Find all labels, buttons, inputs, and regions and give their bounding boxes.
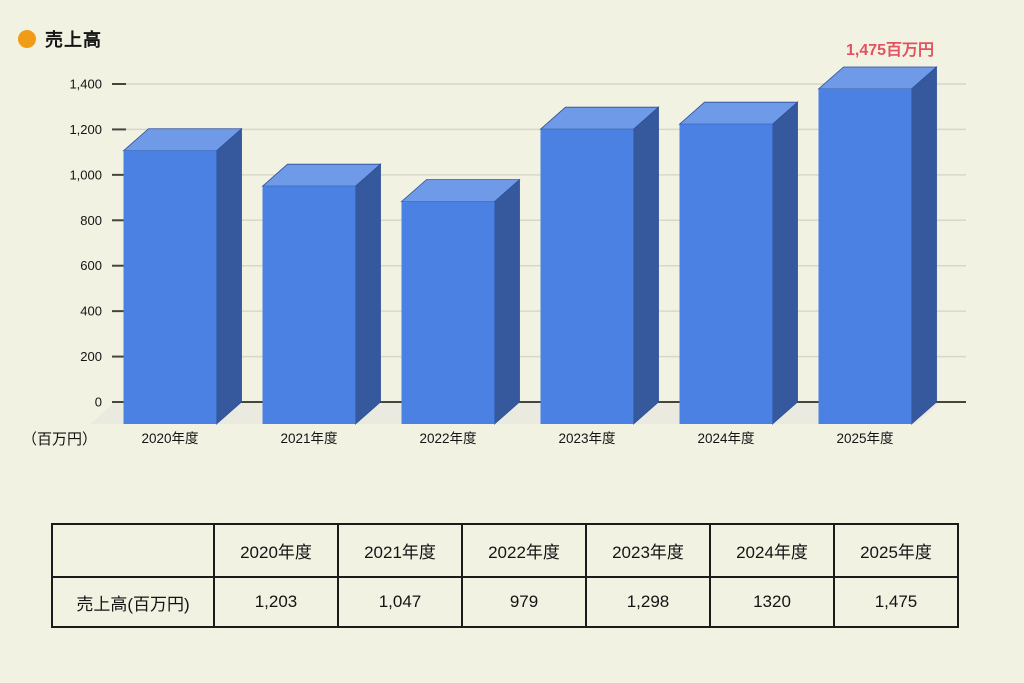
- bar-2024: [679, 124, 773, 425]
- bar-2023: [540, 129, 634, 424]
- table-header-2022: 2022年度: [461, 523, 587, 578]
- bar-side-2020: [216, 127, 242, 425]
- bar-2022: [401, 201, 495, 424]
- y-axis-label-1400: 1,400: [69, 77, 102, 92]
- x-axis-label-2021: 2021年度: [280, 431, 337, 446]
- table-corner-cell: [51, 523, 215, 578]
- y-axis-label-0: 0: [95, 395, 102, 410]
- table-header-2025: 2025年度: [833, 523, 959, 578]
- bar-side-2022: [494, 178, 520, 425]
- legend-label: 売上高: [45, 30, 102, 50]
- bar-2021: [262, 186, 356, 424]
- table-header-2024: 2024年度: [709, 523, 835, 578]
- bar-side-2025: [911, 66, 937, 425]
- y-axis-label-200: 200: [80, 349, 102, 364]
- table-value-2025: 1,475: [833, 576, 959, 628]
- y-axis-label-400: 400: [80, 304, 102, 319]
- table-row-header: 売上高(百万円): [51, 576, 215, 628]
- table-value-2024: 1320: [709, 576, 835, 628]
- bar-2025: [818, 88, 912, 424]
- y-axis-label-800: 800: [80, 213, 102, 228]
- table-header-row: 2020年度 2021年度 2022年度 2023年度 2024年度 2025年…: [51, 523, 959, 578]
- table-data-row: 売上高(百万円) 1,203 1,047 979 1,298 1320 1,47…: [51, 576, 959, 628]
- x-axis-label-2022: 2022年度: [419, 431, 476, 446]
- table-header-2023: 2023年度: [585, 523, 711, 578]
- y-axis-label-1200: 1,200: [69, 122, 102, 137]
- bar-side-2023: [633, 106, 659, 425]
- bar-side-2021: [355, 163, 381, 425]
- table-value-2022: 979: [461, 576, 587, 628]
- table-header-2021: 2021年度: [337, 523, 463, 578]
- legend-dot-icon: [18, 30, 36, 48]
- annotation-peak-value: 1,475百万円: [846, 41, 934, 59]
- y-axis-unit-label: （百万円）: [22, 431, 98, 448]
- chart-legend: 売上高: [18, 26, 102, 52]
- x-axis-label-2023: 2023年度: [558, 431, 615, 446]
- table-header-2020: 2020年度: [213, 523, 339, 578]
- table-value-2023: 1,298: [585, 576, 711, 628]
- revenue-data-table: 2020年度 2021年度 2022年度 2023年度 2024年度 2025年…: [51, 523, 959, 628]
- table-value-2020: 1,203: [213, 576, 339, 628]
- y-axis-label-1000: 1,000: [69, 167, 102, 182]
- table-value-2021: 1,047: [337, 576, 463, 628]
- x-axis-label-2025: 2025年度: [836, 431, 893, 446]
- y-axis-label-600: 600: [80, 258, 102, 273]
- bar-2020: [123, 150, 217, 425]
- bar-side-2024: [772, 101, 798, 425]
- revenue-bar-chart: 0 200 400 600 800 1,000 1,200 1,400 2020年度 2021年度…: [69, 41, 966, 446]
- x-axis-label-2020: 2020年度: [141, 431, 198, 446]
- x-axis-label-2024: 2024年度: [697, 431, 754, 446]
